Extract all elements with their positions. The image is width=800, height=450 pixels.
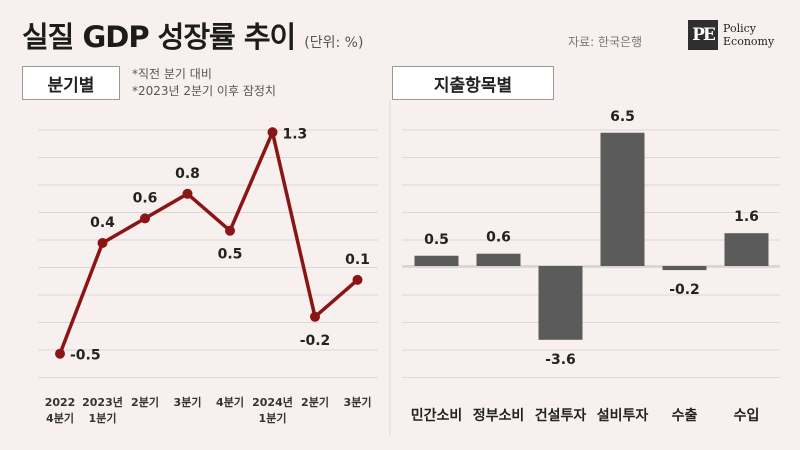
growth-point <box>225 225 235 236</box>
expenditure-bar <box>662 266 707 271</box>
note-qoq: *직전 분기 대비 <box>132 67 212 81</box>
expenditure-bar <box>724 233 769 266</box>
quarter-tick-label: 2분기 <box>301 395 329 409</box>
quarter-tick-label: 2022 <box>45 396 76 409</box>
expenditure-bar <box>600 132 645 266</box>
quarterly-notes: *직전 분기 대비 *2023년 2분기 이후 잠정치 <box>132 66 276 100</box>
expenditure-bar <box>476 253 521 266</box>
expenditure-panel-label: 지출항목별 <box>392 66 554 100</box>
growth-value-label: -0.5 <box>70 348 101 364</box>
growth-point <box>140 213 150 224</box>
expenditure-bar <box>414 255 459 266</box>
growth-value-label: 0.8 <box>175 166 200 182</box>
growth-point <box>310 311 320 322</box>
growth-point <box>352 274 363 285</box>
growth-point <box>182 188 193 199</box>
chart-header: 실질 GDP 성장률 추이 (단위: %) <box>22 14 363 54</box>
quarter-tick-label: 4분기 <box>46 411 74 425</box>
quarter-tick-label: 4분기 <box>216 395 244 409</box>
logo-text: Policy Economy <box>723 22 774 48</box>
quarter-tick-label: 3분기 <box>174 395 202 409</box>
expenditure-value-label: -3.6 <box>545 352 576 368</box>
expenditure-value-label: 1.6 <box>734 209 759 225</box>
growth-point <box>55 348 65 359</box>
unit-label: (단위: %) <box>304 35 364 51</box>
logo-line-2: Economy <box>723 35 775 48</box>
quarter-tick-label: 1분기 <box>89 411 117 425</box>
growth-point <box>97 238 108 248</box>
source-note: 자료: 한국은행 <box>568 35 643 49</box>
expenditure-category-label: 수출 <box>672 407 698 424</box>
expenditure-category-label: 민간소비 <box>411 407 463 424</box>
expenditure-value-label: 6.5 <box>610 109 635 125</box>
growth-point <box>267 127 278 138</box>
expenditure-category-label: 정부소비 <box>473 407 525 424</box>
expenditure-value-label: 0.5 <box>424 232 449 248</box>
expenditure-category-label: 수입 <box>734 408 760 424</box>
quarterly-panel-label: 분기별 <box>22 66 120 100</box>
growth-value-label: 1.3 <box>283 126 308 142</box>
growth-value-label: 0.5 <box>218 247 243 263</box>
growth-value-label: 0.1 <box>345 252 370 268</box>
growth-value-label: -0.2 <box>300 333 331 349</box>
quarter-tick-label: 2024년 <box>252 395 293 409</box>
expenditure-value-label: 0.6 <box>486 230 511 246</box>
publisher-logo: PE Policy Economy <box>688 20 774 50</box>
expenditure-value-label: -0.2 <box>669 282 700 298</box>
growth-line <box>58 130 359 355</box>
quarter-tick-label: 2분기 <box>131 395 159 409</box>
logo-mark: PE <box>688 20 718 50</box>
quarter-tick-label: 3분기 <box>344 395 372 409</box>
expenditure-category-label: 건설투자 <box>535 407 587 424</box>
growth-value-label: 0.4 <box>90 215 115 231</box>
expenditure-bar <box>538 266 583 340</box>
logo-line-1: Policy <box>723 22 756 35</box>
quarter-tick-label: 1분기 <box>259 411 287 425</box>
quarter-tick-label: 2023년 <box>82 395 123 409</box>
note-preliminary: *2023년 2분기 이후 잠정치 <box>132 84 276 98</box>
expenditure-category-label: 설비투자 <box>597 408 649 424</box>
chart-title: 실질 GDP 성장률 추이 <box>22 20 296 54</box>
growth-value-label: 0.6 <box>133 190 158 206</box>
